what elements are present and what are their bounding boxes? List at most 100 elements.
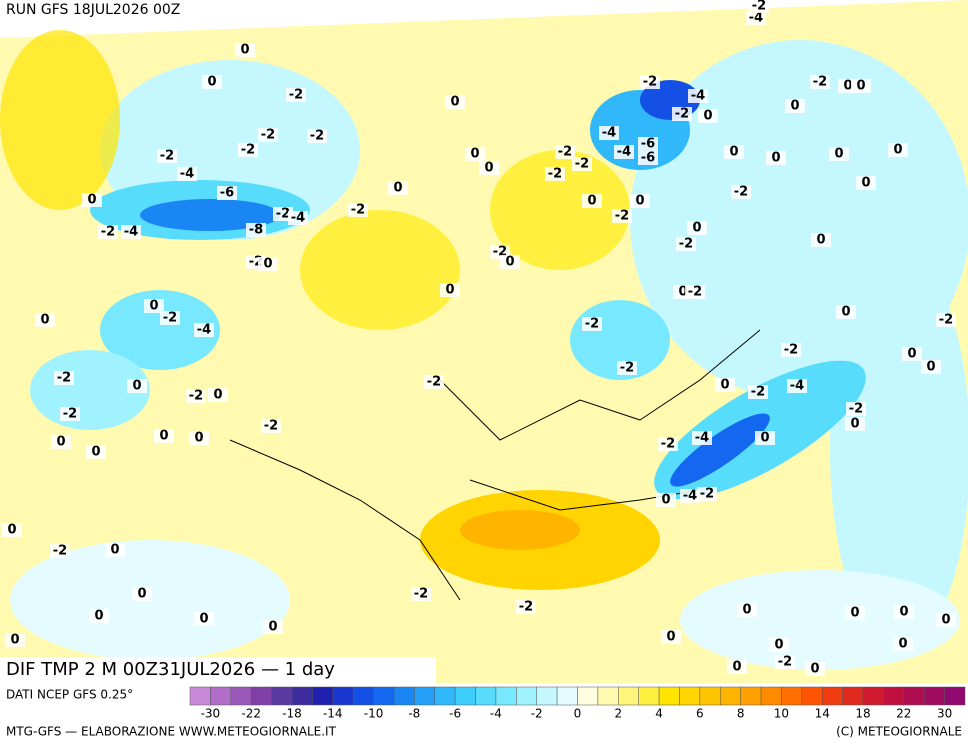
scale-label: -30 (201, 707, 221, 721)
contour-label: 0 (484, 161, 493, 176)
label-bg (127, 379, 147, 393)
label-bg (177, 167, 197, 181)
contour-label: 0 (790, 99, 799, 114)
scale-label: -6 (449, 707, 461, 721)
label-bg (846, 402, 866, 416)
scale-label: 8 (737, 707, 745, 721)
label-bg (194, 612, 214, 626)
scale-swatch (352, 686, 374, 706)
contour-label: -2 (160, 149, 174, 164)
contour-label: 0 (505, 255, 514, 270)
contour-label: -2 (778, 655, 792, 670)
contour-label: -4 (197, 323, 211, 338)
contour-label: 0 (841, 305, 850, 320)
contour-label: 0 (470, 147, 479, 162)
contour-label: 0 (742, 603, 751, 618)
color-scale: -30 -22 -18 -14 -10 -8 -6 -4 -2 0 2 4 6 8 10 14 18 22 30 (189, 686, 966, 721)
contour-labels: 00-2 0-2 -2-2-2-4-6 00-2-2 -4-8-2 -4-2 0-2000-… (2, 0, 956, 677)
label-bg (238, 143, 258, 157)
contour-label: 0 (213, 388, 222, 403)
contour-label: 0 (587, 194, 596, 209)
contour-label: -4 (291, 211, 305, 226)
scale-swatch (903, 686, 925, 706)
contour-label: -4 (695, 431, 709, 446)
scale-label: -18 (282, 707, 302, 721)
contour-label: -2 (643, 75, 657, 90)
scale-label: -22 (241, 707, 261, 721)
scale-swatch (883, 686, 905, 706)
label-bg (348, 203, 368, 217)
contour-label: -2 (558, 145, 572, 160)
contour-label: 0 (720, 378, 729, 393)
scale-swatch (454, 686, 476, 706)
label-bg (208, 388, 228, 402)
footer-right: (C) METEOGIORNALE (836, 725, 962, 739)
label-bg (288, 211, 308, 225)
label-bg (154, 429, 174, 443)
scale-swatch (230, 686, 252, 706)
label-bg (640, 75, 660, 89)
contour-label: 0 (810, 662, 819, 677)
contour-label: 0 (926, 360, 935, 375)
contour-label: -2 (310, 129, 324, 144)
scale-label: 4 (655, 707, 663, 721)
contour-label: -2 (939, 313, 953, 328)
scale-swatch (740, 686, 762, 706)
scale-label: 10 (774, 707, 789, 721)
label-bg (121, 225, 141, 239)
scale-swatch (699, 686, 721, 706)
label-bg (160, 311, 180, 325)
contour-label: -2 (264, 419, 278, 434)
label-bg (258, 257, 278, 271)
contour-label: 0 (666, 630, 675, 645)
source-note: DATI NCEP GFS 0.25° (6, 688, 133, 702)
contour-label: 0 (861, 176, 870, 191)
label-bg (737, 603, 757, 617)
label-bg (936, 613, 956, 627)
label-bg (687, 221, 707, 235)
scale-swatch (944, 686, 966, 706)
label-bg (105, 543, 125, 557)
scale-label: 22 (896, 707, 911, 721)
contour-label: 0 (207, 75, 216, 90)
label-bg (2, 523, 22, 537)
label-bg (50, 544, 70, 558)
scale-swatch (658, 686, 680, 706)
label-bg (445, 95, 465, 109)
contour-label: 0 (816, 233, 825, 248)
contour-label: 0 (899, 605, 908, 620)
label-bg (60, 407, 80, 421)
label-bg (731, 185, 751, 199)
label-bg (775, 655, 795, 669)
contour-label: 0 (94, 609, 103, 624)
label-bg (829, 147, 849, 161)
scale-swatch (760, 686, 782, 706)
label-bg (246, 223, 266, 237)
contour-label: -2 (813, 75, 827, 90)
label-bg (727, 660, 747, 674)
label-bg (479, 161, 499, 175)
label-bg (500, 255, 520, 269)
contour-label: -8 (249, 223, 263, 238)
label-bg (157, 149, 177, 163)
label-bg (856, 176, 876, 190)
contour-label: 0 (856, 79, 865, 94)
scale-label: -2 (531, 707, 543, 721)
contour-label: -2 (351, 203, 365, 218)
contour-label: -2 (700, 487, 714, 502)
label-bg (769, 638, 789, 652)
contour-label: -2 (585, 317, 599, 332)
scale-swatch (577, 686, 599, 706)
contour-label: -2 (849, 402, 863, 417)
contour-label: -4 (124, 225, 138, 240)
label-bg (766, 151, 786, 165)
contour-label: -4 (683, 489, 697, 504)
label-bg (599, 126, 619, 140)
contour-label: -6 (641, 137, 655, 152)
label-bg (51, 435, 71, 449)
label-bg (888, 143, 908, 157)
contour-label: 0 (692, 221, 701, 236)
footer-left: MTG-GFS — ELABORAZIONE WWW.METEOGIORNALE… (6, 725, 337, 739)
label-bg (217, 186, 237, 200)
label-bg (672, 107, 692, 121)
